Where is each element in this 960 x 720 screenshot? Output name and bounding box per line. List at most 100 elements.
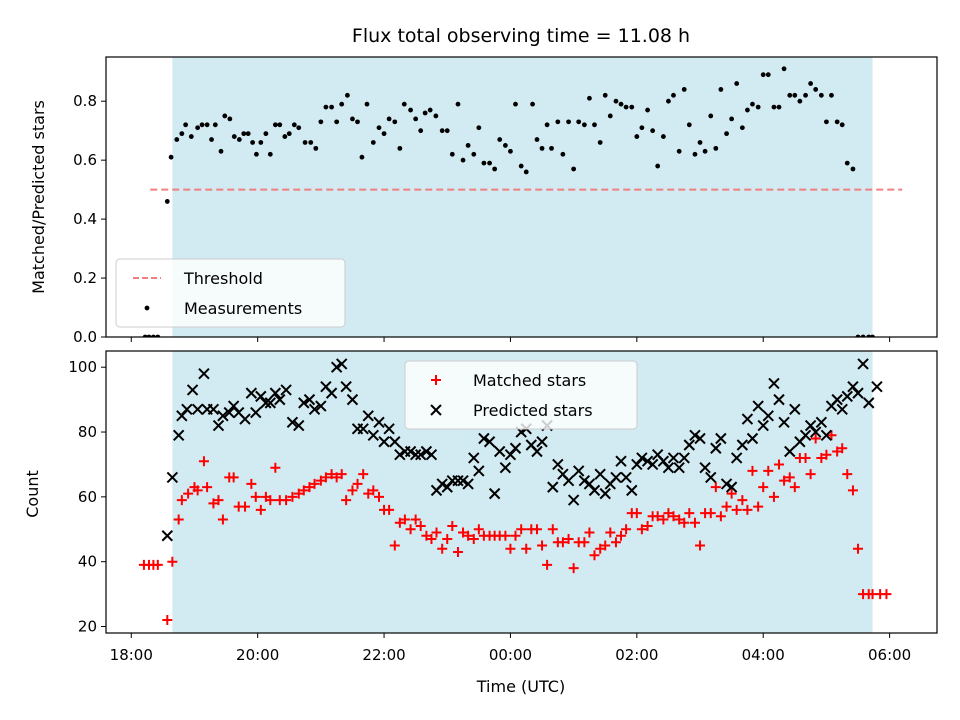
data-point [176, 410, 188, 422]
data-point [692, 151, 698, 157]
data-point [509, 442, 522, 454]
data-point [465, 143, 471, 148]
data-point [587, 95, 592, 101]
data-point [404, 445, 417, 458]
data-point [537, 540, 548, 551]
data-point [610, 471, 622, 484]
data-point [293, 419, 305, 432]
data-point [737, 495, 748, 506]
data-point [420, 445, 433, 458]
data-point [620, 471, 632, 484]
data-point [642, 521, 653, 532]
data-point [568, 563, 579, 574]
data-point [476, 125, 482, 131]
data-point [879, 0, 884, 2]
data-point [504, 449, 517, 461]
legend-label: Predicted stars [473, 401, 593, 420]
data-point [615, 455, 627, 467]
data-point [298, 485, 309, 496]
data-point [757, 419, 769, 432]
data-point [308, 403, 321, 416]
data-point [710, 482, 721, 493]
data-point [359, 154, 365, 160]
data-point [315, 475, 326, 486]
data-point [747, 465, 758, 476]
data-point [222, 113, 228, 119]
data-point [530, 101, 535, 107]
y-tick-label: 80 [78, 423, 97, 441]
data-point [646, 458, 659, 471]
data-point [765, 72, 771, 78]
data-point [629, 104, 635, 110]
x-tick-label: 20:00 [236, 646, 279, 664]
data-point [600, 540, 611, 551]
data-point [460, 157, 466, 163]
data-point [313, 145, 319, 151]
data-point [753, 501, 764, 512]
data-point [818, 92, 824, 98]
data-point [413, 116, 419, 122]
data-point [836, 403, 848, 416]
data-point [721, 501, 732, 512]
data-point [686, 122, 692, 128]
data-point [697, 140, 703, 145]
data-point [531, 445, 543, 458]
data-point [758, 482, 769, 493]
y-tick-label: 20 [78, 618, 97, 636]
data-point [729, 116, 735, 122]
series-matched-stars [138, 430, 892, 626]
data-point [345, 92, 350, 98]
data-point [610, 537, 621, 548]
data-point [776, 104, 782, 110]
data-point [695, 540, 706, 551]
data-point [500, 530, 511, 541]
data-point [552, 458, 564, 471]
data-point [539, 145, 545, 151]
y-tick-label: 0.0 [73, 328, 97, 346]
data-point [831, 393, 843, 406]
data-point [713, 145, 719, 151]
data-point [797, 98, 803, 104]
data-point [483, 436, 496, 448]
data-point [389, 540, 400, 551]
data-point [508, 148, 513, 154]
data-point [857, 358, 869, 370]
data-point [227, 400, 240, 412]
data-point [174, 137, 180, 142]
data-point [626, 484, 638, 497]
data-point [422, 110, 428, 116]
data-point [280, 384, 292, 396]
legend: Threshold Measurements [115, 258, 346, 328]
data-point [581, 122, 587, 128]
data-point [832, 446, 843, 457]
plot-area [138, 358, 892, 626]
data-point [513, 101, 518, 107]
y-tick-label: 60 [78, 488, 97, 506]
data-point [488, 487, 501, 500]
y-tick-label: 0.6 [73, 151, 97, 169]
x-axis-label: Time (UTC) [476, 677, 565, 696]
data-point [355, 119, 360, 125]
data-point [265, 495, 276, 506]
data-point [555, 119, 561, 125]
data-point [852, 387, 864, 399]
data-point [784, 445, 796, 458]
data-point [318, 119, 324, 125]
data-point [516, 524, 527, 535]
data-point [523, 169, 529, 175]
data-point [250, 491, 261, 502]
data-point [444, 128, 450, 134]
data-point [804, 419, 817, 432]
data-point [521, 543, 532, 554]
data-point [547, 481, 559, 493]
data-point [815, 416, 828, 429]
data-point [724, 131, 729, 137]
data-point [531, 524, 542, 535]
data-point [699, 461, 711, 474]
data-point [191, 403, 204, 416]
data-point [212, 122, 218, 128]
data-point [389, 436, 401, 448]
data-point [401, 101, 407, 107]
data-point [599, 487, 611, 500]
data-point [255, 504, 266, 515]
